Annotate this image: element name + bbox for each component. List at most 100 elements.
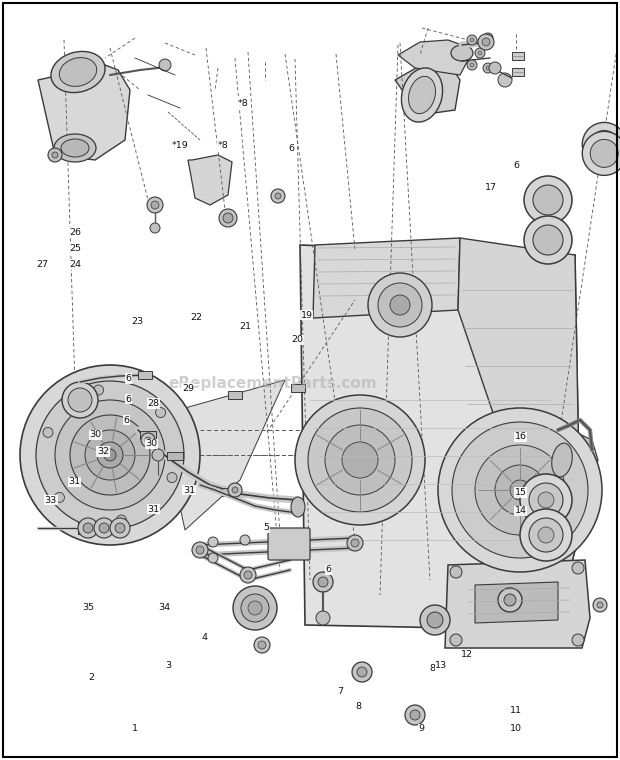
- Circle shape: [141, 433, 155, 447]
- Text: 31: 31: [148, 505, 160, 514]
- Text: 17: 17: [485, 183, 497, 192]
- Circle shape: [520, 509, 572, 561]
- Bar: [167, 452, 183, 460]
- Bar: [140, 431, 156, 439]
- Circle shape: [94, 518, 114, 538]
- Text: 2: 2: [89, 673, 95, 682]
- Text: 35: 35: [82, 603, 94, 613]
- Circle shape: [495, 465, 545, 515]
- Circle shape: [308, 408, 412, 512]
- Text: 16: 16: [515, 432, 527, 442]
- Ellipse shape: [60, 58, 97, 87]
- Circle shape: [478, 34, 494, 50]
- Circle shape: [504, 594, 516, 606]
- Bar: [228, 391, 242, 399]
- Text: 6: 6: [125, 374, 131, 383]
- Circle shape: [52, 152, 58, 158]
- Text: 30: 30: [89, 430, 102, 439]
- Circle shape: [486, 66, 490, 70]
- Circle shape: [438, 408, 602, 572]
- Circle shape: [244, 571, 252, 579]
- Circle shape: [145, 437, 151, 443]
- Circle shape: [342, 442, 378, 478]
- Polygon shape: [38, 65, 130, 160]
- Circle shape: [241, 594, 269, 622]
- Text: 23: 23: [131, 317, 144, 326]
- Circle shape: [240, 567, 256, 583]
- Text: *8: *8: [237, 99, 249, 108]
- Circle shape: [475, 445, 565, 535]
- Circle shape: [347, 535, 363, 551]
- Text: 13: 13: [435, 661, 448, 670]
- Circle shape: [248, 601, 262, 615]
- Circle shape: [152, 449, 164, 461]
- Circle shape: [36, 381, 184, 529]
- Circle shape: [351, 539, 359, 547]
- Bar: [291, 384, 305, 392]
- Circle shape: [254, 637, 270, 653]
- Text: 32: 32: [97, 447, 109, 456]
- Circle shape: [150, 223, 160, 233]
- Polygon shape: [475, 582, 558, 623]
- Text: 26: 26: [69, 228, 82, 237]
- Circle shape: [48, 148, 62, 162]
- Text: 21: 21: [239, 322, 251, 331]
- Circle shape: [316, 611, 330, 625]
- Text: 27: 27: [37, 260, 49, 269]
- Circle shape: [524, 176, 572, 224]
- Circle shape: [483, 63, 493, 73]
- Circle shape: [390, 295, 410, 315]
- Circle shape: [78, 518, 98, 538]
- Circle shape: [405, 705, 425, 725]
- Text: 10: 10: [510, 724, 522, 733]
- Polygon shape: [445, 560, 590, 648]
- Circle shape: [295, 395, 425, 525]
- Circle shape: [94, 385, 104, 395]
- Text: 5: 5: [264, 523, 270, 532]
- Circle shape: [498, 73, 512, 87]
- Text: *19: *19: [171, 141, 188, 150]
- Circle shape: [196, 546, 204, 554]
- Polygon shape: [160, 380, 285, 530]
- Circle shape: [313, 572, 333, 592]
- Circle shape: [489, 62, 501, 74]
- Text: 31: 31: [68, 477, 81, 486]
- Text: 11: 11: [510, 706, 522, 715]
- Text: 31: 31: [183, 486, 195, 495]
- Circle shape: [520, 474, 572, 526]
- Ellipse shape: [552, 443, 572, 477]
- Bar: [512, 68, 524, 76]
- Text: *8: *8: [218, 141, 229, 150]
- Circle shape: [68, 388, 92, 412]
- Circle shape: [228, 483, 242, 497]
- Ellipse shape: [291, 497, 305, 517]
- Circle shape: [219, 209, 237, 227]
- Circle shape: [482, 38, 490, 46]
- Polygon shape: [313, 238, 460, 318]
- Ellipse shape: [401, 68, 443, 122]
- Circle shape: [483, 33, 493, 43]
- Circle shape: [117, 515, 126, 525]
- Circle shape: [99, 523, 109, 533]
- Circle shape: [115, 523, 125, 533]
- Circle shape: [533, 185, 563, 215]
- Circle shape: [55, 400, 165, 510]
- Text: 25: 25: [69, 244, 82, 253]
- Circle shape: [538, 527, 554, 543]
- Circle shape: [427, 612, 443, 628]
- Text: 14: 14: [515, 506, 527, 515]
- Circle shape: [240, 535, 250, 545]
- Bar: [512, 52, 524, 60]
- Circle shape: [20, 365, 200, 545]
- Polygon shape: [553, 432, 598, 482]
- Circle shape: [420, 605, 450, 635]
- Circle shape: [85, 430, 135, 480]
- Circle shape: [233, 586, 277, 630]
- Circle shape: [368, 273, 432, 337]
- Circle shape: [223, 213, 233, 223]
- Circle shape: [43, 427, 53, 438]
- Polygon shape: [395, 60, 460, 115]
- Circle shape: [597, 602, 603, 608]
- Polygon shape: [398, 40, 468, 75]
- Text: 4: 4: [202, 633, 208, 642]
